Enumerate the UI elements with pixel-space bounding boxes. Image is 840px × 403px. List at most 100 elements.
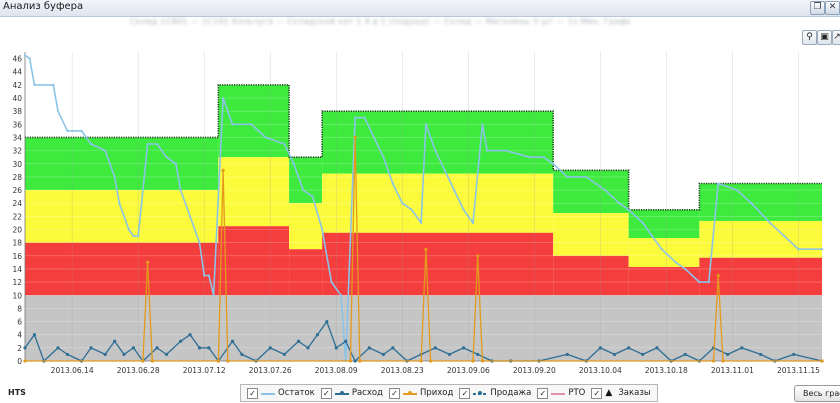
legend-label: Расход xyxy=(351,388,383,398)
series-consumption-point xyxy=(306,346,310,350)
series-stock-point xyxy=(188,215,192,218)
series-stock-point xyxy=(56,110,60,113)
legend-item[interactable]: ✓ ▲ Заказы xyxy=(591,387,651,399)
series-consumption-point xyxy=(759,352,763,357)
series-stock-point xyxy=(769,221,772,225)
legend-label: Заказы xyxy=(618,388,651,398)
export-icon[interactable]: ↗ xyxy=(832,30,840,45)
series-stock-point xyxy=(179,188,182,192)
series-stock-point xyxy=(736,188,739,192)
legend-item[interactable]: ✓ Продажа xyxy=(459,387,532,399)
series-stock-point xyxy=(424,123,427,126)
x-tick-label: 2013.07.12 xyxy=(183,366,226,375)
series-consumption-point xyxy=(56,346,60,350)
series-consumption-point xyxy=(315,333,319,337)
series-stock-point xyxy=(339,294,343,297)
x-tick-label: 2013.06.14 xyxy=(51,366,94,375)
series-stock-point xyxy=(542,156,545,159)
green-zone xyxy=(553,170,629,214)
yellow-zone xyxy=(322,173,554,233)
legend-item[interactable]: ✓ Расход xyxy=(320,387,383,399)
y-tick-label: 20 xyxy=(12,226,22,235)
y-tick-label: 10 xyxy=(12,291,22,300)
buffer-chart: 0246810121416182022242628303234363840424… xyxy=(12,52,824,375)
series-stock-point xyxy=(401,202,404,205)
series-stock-point xyxy=(354,116,357,119)
series-receipt-point xyxy=(353,135,357,140)
y-tick-label: 36 xyxy=(12,120,22,129)
series-stock-point xyxy=(250,123,253,126)
legend-item[interactable]: ✓ РТО xyxy=(537,387,585,399)
series-consumption-point xyxy=(32,333,37,337)
floppy-disk-icon[interactable]: ▣ xyxy=(817,30,832,45)
window-titlebar: Анализ буфера ❐ ✕ xyxy=(0,0,840,17)
legend-checkbox[interactable]: ✓ xyxy=(247,387,258,399)
legend-marker-icon: ▲ xyxy=(605,387,613,398)
y-tick-label: 30 xyxy=(12,160,22,169)
yellow-zone xyxy=(553,213,629,256)
x-tick-label: 2013.09.20 xyxy=(513,366,556,375)
magnifier-icon[interactable]: ⚲ xyxy=(802,30,817,45)
series-consumption-point xyxy=(740,346,744,350)
series-consumption-point xyxy=(447,352,452,357)
y-tick-label: 8 xyxy=(17,304,22,313)
window-title: Анализ буфера xyxy=(3,1,84,12)
close-icon[interactable]: ✕ xyxy=(825,1,840,15)
x-tick-label: 2013.11.15 xyxy=(777,366,820,375)
legend-label: Продажа xyxy=(490,388,532,398)
series-consumption-point xyxy=(792,352,796,357)
red-zone xyxy=(218,226,290,296)
series-consumption-point xyxy=(476,352,480,357)
full-chart-button[interactable]: Весь график xyxy=(794,385,840,402)
x-tick-label: 2013.08.09 xyxy=(315,366,358,375)
series-stock-point xyxy=(382,156,385,159)
series-stock-point xyxy=(52,83,55,86)
y-tick-label: 0 xyxy=(17,357,22,366)
series-stock-point xyxy=(750,202,753,205)
y-tick-label: 34 xyxy=(12,133,22,142)
legend-checkbox[interactable]: ✓ xyxy=(537,387,549,399)
report-subtitle: Склад 1С801 — 1С101 Кольчуга — Складской… xyxy=(130,17,630,26)
series-stock-point xyxy=(221,96,225,100)
series-consumption-point xyxy=(391,346,395,350)
series-stock-point xyxy=(311,195,314,198)
y-tick-label: 14 xyxy=(12,265,22,274)
series-stock-point xyxy=(453,188,456,192)
legend-checkbox[interactable]: ✓ xyxy=(388,387,400,399)
x-tick-label: 2013.07.26 xyxy=(249,366,292,375)
series-consumption-point xyxy=(155,346,159,350)
x-tick-label: 2013.10.18 xyxy=(645,366,688,375)
series-receipt-point xyxy=(471,359,475,363)
legend-item[interactable]: ✓ Остаток xyxy=(247,387,315,399)
legend-checkbox[interactable]: ✓ xyxy=(459,387,471,399)
series-stock-point xyxy=(783,234,786,238)
series-stock-point xyxy=(203,274,206,277)
restore-icon[interactable]: ❐ xyxy=(810,1,825,15)
series-stock-point xyxy=(212,294,215,297)
green-zone xyxy=(218,84,290,158)
legend-checkbox[interactable]: ✓ xyxy=(591,387,603,399)
series-stock-point xyxy=(155,142,159,146)
series-consumption-point xyxy=(344,339,348,343)
series-stock-point xyxy=(481,123,484,126)
series-stock-point xyxy=(641,221,644,225)
legend-checkbox[interactable]: ✓ xyxy=(320,387,332,399)
series-stock-point xyxy=(165,156,168,159)
red-zone xyxy=(322,232,554,296)
yellow-zone xyxy=(25,190,219,243)
series-stock-point xyxy=(207,274,211,277)
series-stock-point xyxy=(321,228,324,231)
series-consumption-point xyxy=(627,346,631,350)
y-tick-label: 44 xyxy=(12,68,22,77)
y-tick-label: 24 xyxy=(12,199,22,208)
x-tick-label: 2013.10.04 xyxy=(579,366,622,375)
series-consumption-point xyxy=(565,352,569,357)
series-consumption-point xyxy=(113,339,117,343)
legend-item[interactable]: ✓ Приход xyxy=(388,387,453,399)
series-receipt-point xyxy=(480,359,485,363)
legend-marker-icon xyxy=(402,389,417,398)
series-receipt-point xyxy=(419,359,423,363)
series-receipt-point xyxy=(428,359,433,363)
y-tick-label: 18 xyxy=(12,239,22,248)
series-stock-point xyxy=(486,149,489,152)
